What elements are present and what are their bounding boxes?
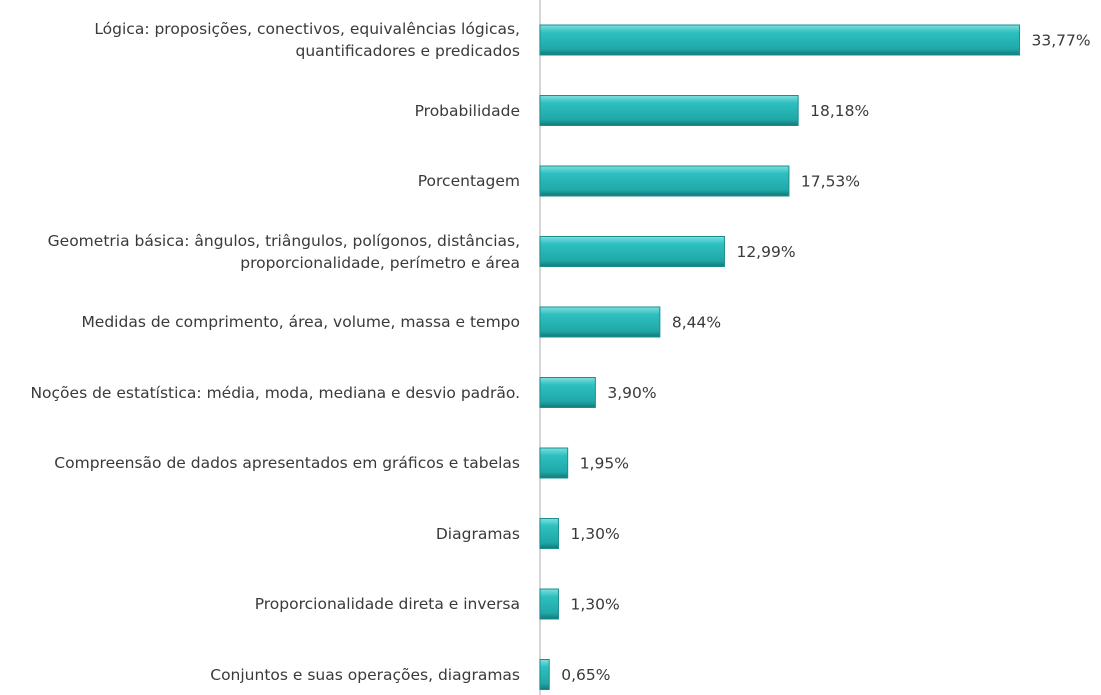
value-label: 12,99%: [736, 243, 795, 261]
bar: [539, 518, 559, 549]
value-label: 18,18%: [810, 102, 869, 120]
category-label: Noções de estatística: média, moda, medi…: [30, 383, 520, 402]
bar: [539, 95, 799, 126]
value-label: 17,53%: [801, 173, 860, 191]
value-label: 1,30%: [570, 596, 619, 614]
category-label: Lógica: proposições, conectivos, equival…: [94, 20, 520, 60]
value-label: 3,90%: [607, 384, 656, 402]
value-label: 8,44%: [672, 314, 721, 332]
value-label: 1,95%: [580, 455, 629, 473]
category-label: Proporcionalidade direta e inversa: [254, 595, 520, 613]
category-label: Medidas de comprimento, área, volume, ma…: [81, 313, 520, 331]
category-label: Porcentagem: [417, 172, 520, 190]
bar: [539, 306, 661, 338]
bar: [539, 659, 550, 690]
value-label: 33,77%: [1032, 32, 1091, 50]
bar: [539, 588, 559, 620]
value-label: 1,30%: [570, 525, 619, 543]
category-label: Diagramas: [435, 524, 520, 543]
bar: [539, 447, 569, 479]
category-label: Geometria básica: ângulos, triângulos, p…: [47, 231, 520, 272]
value-label: 0,65%: [561, 666, 610, 684]
category-label: Probabilidade: [414, 101, 520, 120]
bar: [539, 165, 790, 197]
bar: [539, 24, 1021, 56]
category-label: Compreensão de dados apresentados em grá…: [54, 454, 520, 472]
bar: [539, 377, 596, 408]
bar: [539, 236, 725, 267]
category-label: Conjuntos e suas operações, diagramas: [210, 665, 520, 684]
